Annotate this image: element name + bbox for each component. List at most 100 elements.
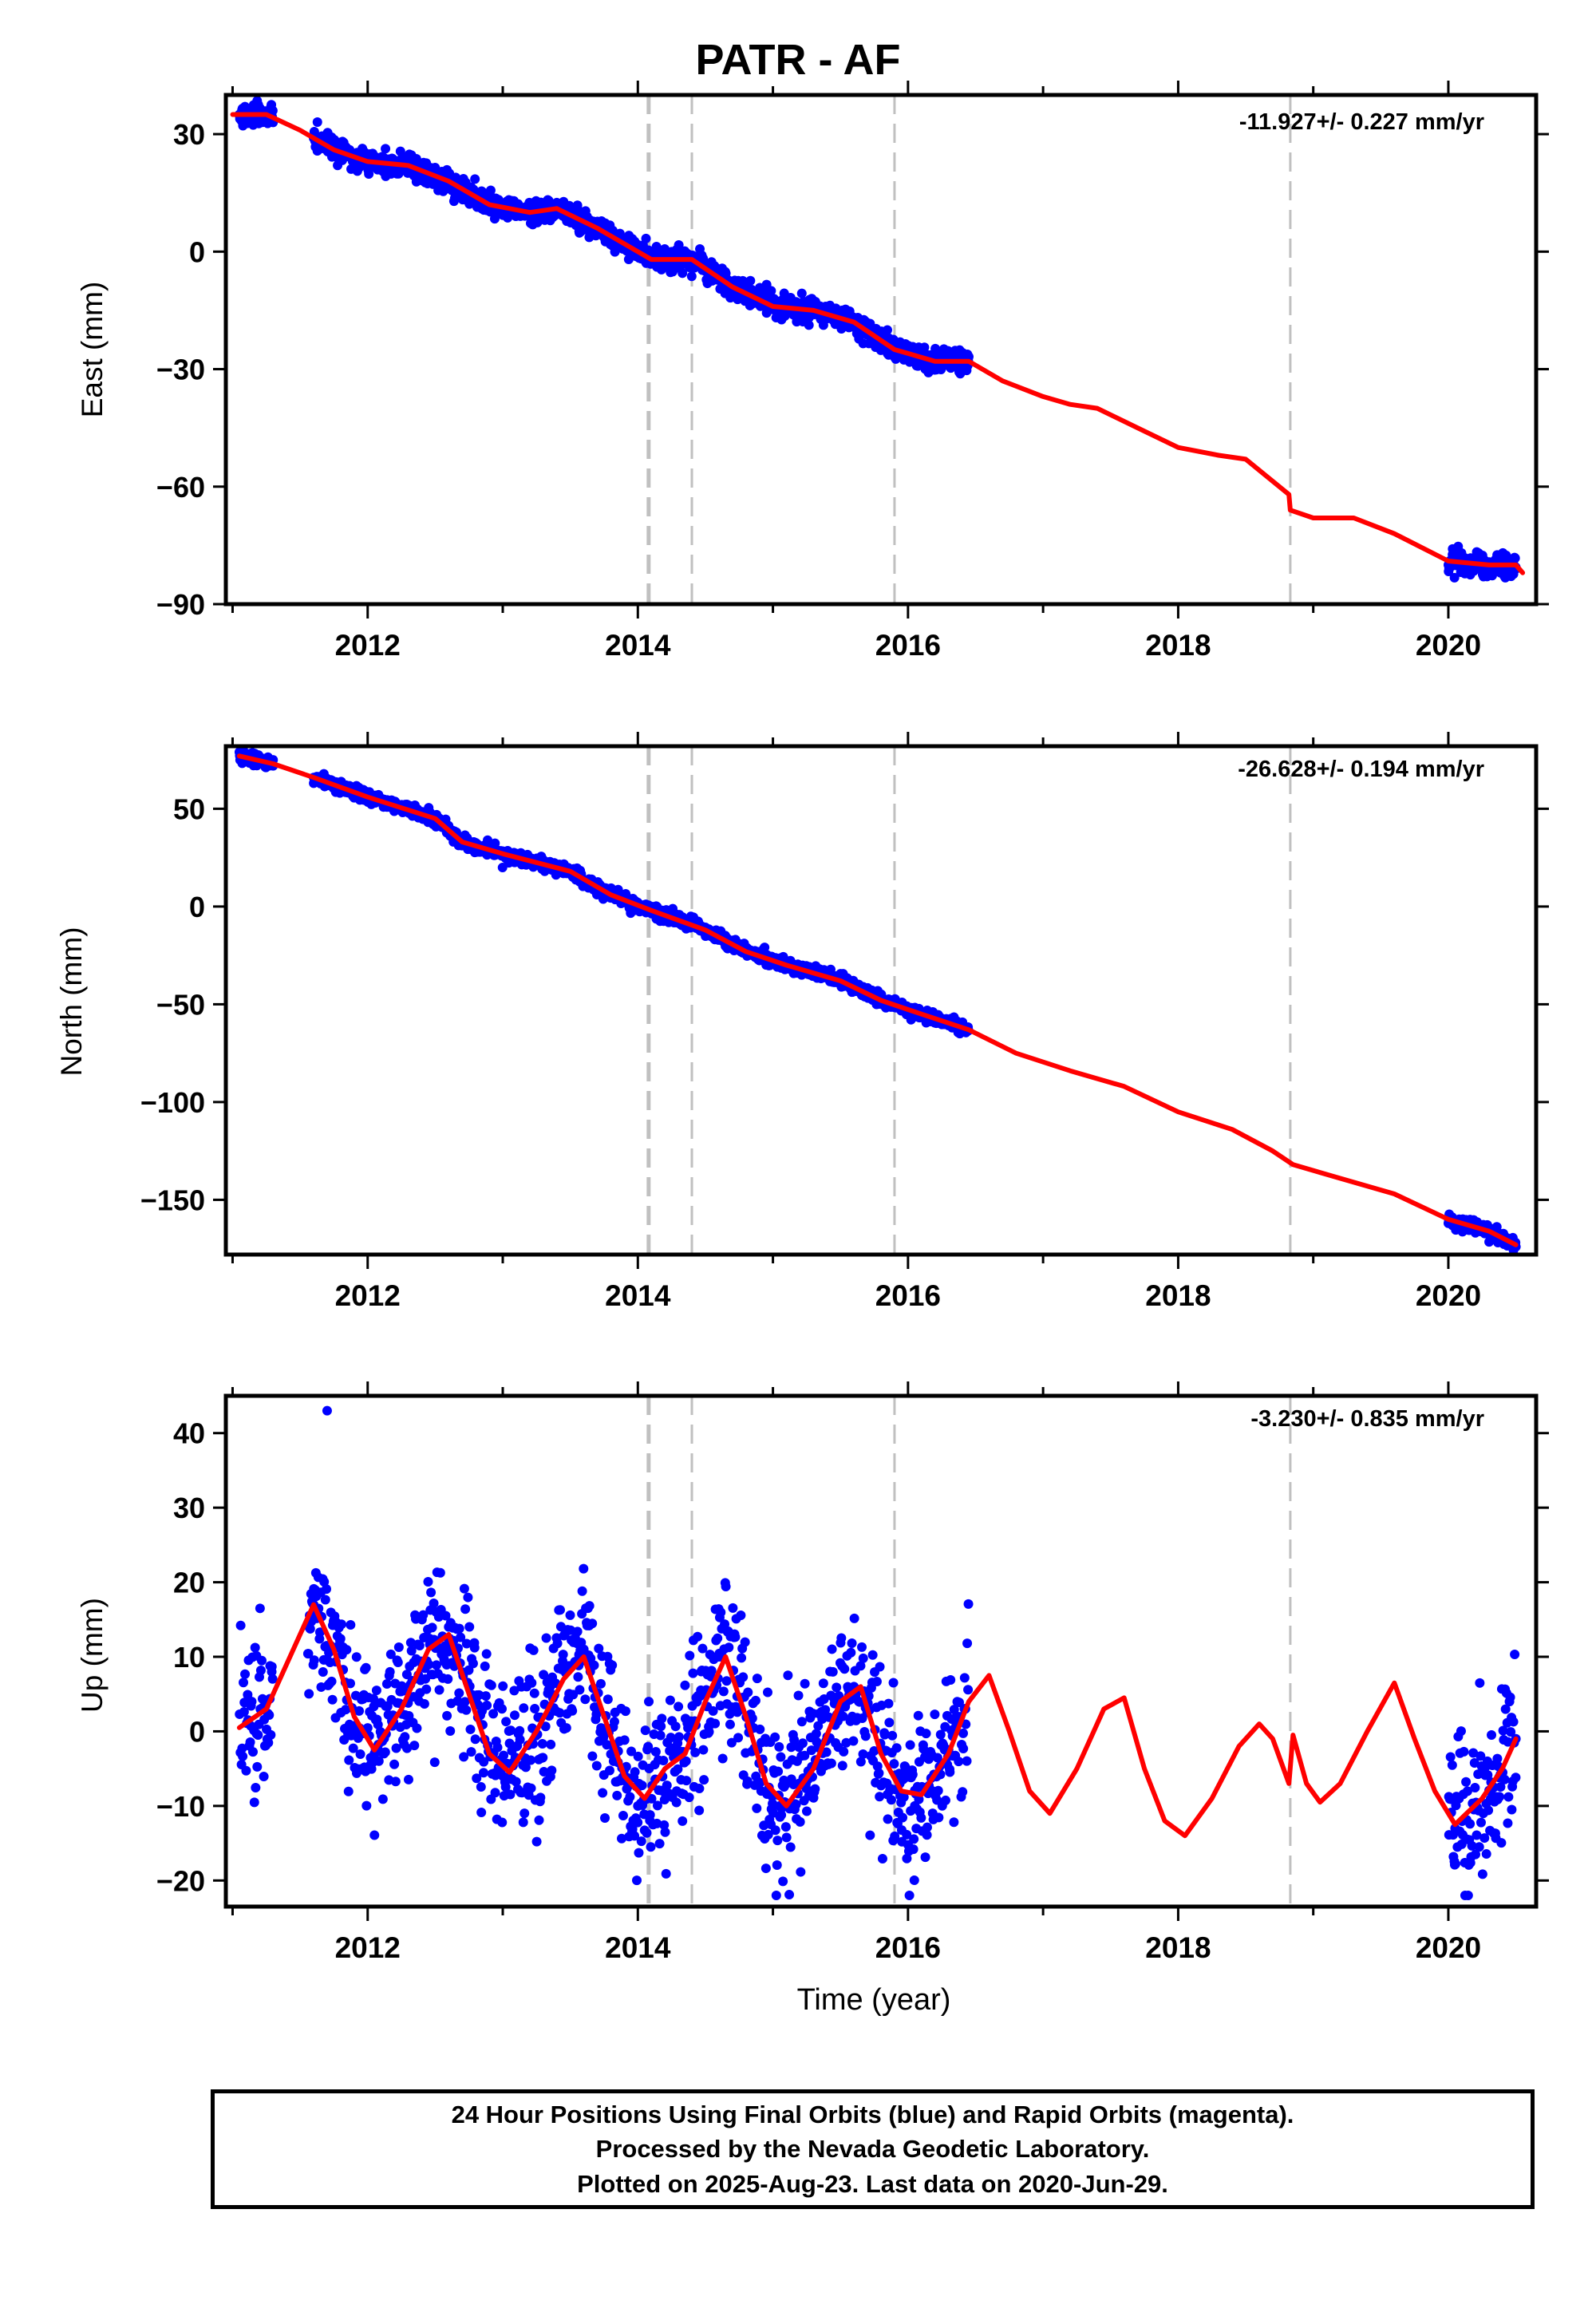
observation-point <box>1449 572 1460 583</box>
observation-point <box>1459 1746 1469 1757</box>
observation-point <box>434 1685 444 1695</box>
observation-point <box>886 1795 896 1805</box>
observation-point <box>716 1607 726 1618</box>
observation-point <box>459 1583 469 1594</box>
observation-point <box>752 1674 762 1684</box>
y-tick-label: −20 <box>156 1864 205 1897</box>
observation-point <box>800 1750 810 1761</box>
observation-point <box>793 1690 804 1701</box>
observation-point <box>841 1737 851 1748</box>
observation-point <box>600 1812 610 1823</box>
observation-point <box>642 1828 652 1838</box>
observation-point <box>464 1622 475 1632</box>
observation-point <box>625 1792 635 1802</box>
observation-point <box>801 1784 812 1794</box>
observation-point <box>883 1698 894 1709</box>
observation-point <box>1508 1717 1519 1727</box>
observation-point <box>579 1563 589 1574</box>
observation-point <box>519 1703 529 1713</box>
observation-point <box>907 1769 918 1780</box>
observation-point <box>461 1638 472 1649</box>
observation-point <box>264 1709 275 1720</box>
observation-point <box>636 1836 646 1847</box>
plot-frame <box>223 1393 1539 1909</box>
observation-point <box>954 1697 964 1708</box>
observation-point <box>602 1694 613 1705</box>
observation-point <box>239 1678 249 1688</box>
observation-point <box>1505 1692 1515 1702</box>
observation-point <box>646 1793 657 1804</box>
observation-point <box>774 1741 784 1752</box>
observation-point <box>1456 1726 1466 1737</box>
observation-point <box>791 1800 801 1810</box>
observation-point <box>1472 1830 1482 1840</box>
observation-point <box>1495 1792 1505 1802</box>
observation-point <box>645 1810 655 1820</box>
observation-point <box>572 1626 583 1637</box>
observation-point <box>247 1747 258 1757</box>
observation-point <box>795 1816 805 1827</box>
observation-point <box>612 1790 622 1800</box>
observation-point <box>616 1833 626 1844</box>
observation-point <box>263 1737 274 1748</box>
observation-point <box>641 233 651 243</box>
observation-point <box>1495 1782 1506 1792</box>
observation-point <box>958 1743 969 1753</box>
observation-point <box>355 1749 365 1760</box>
observation-point <box>607 1660 618 1670</box>
observation-point <box>309 1655 319 1666</box>
observation-point <box>414 1641 425 1651</box>
observation-point <box>898 1812 908 1823</box>
observation-point <box>770 1732 780 1742</box>
observation-point <box>796 1867 806 1877</box>
observation-point <box>826 1758 836 1769</box>
observation-point <box>811 1729 821 1739</box>
observation-point <box>899 1792 909 1802</box>
observation-point <box>909 1834 919 1844</box>
observation-point <box>660 1827 670 1837</box>
model-fit-line <box>230 112 1526 575</box>
observation-point <box>730 1632 741 1642</box>
observation-point <box>253 1730 263 1741</box>
observation-point <box>755 1724 765 1734</box>
observation-point <box>904 1890 915 1900</box>
x-tick-label: 2016 <box>875 1931 941 1964</box>
observation-point <box>591 1761 602 1771</box>
observation-point <box>773 1766 784 1777</box>
observation-point <box>733 1733 744 1743</box>
observation-point <box>772 1836 783 1846</box>
observation-point <box>888 1678 899 1688</box>
observation-point <box>1503 1818 1513 1828</box>
observation-point <box>848 1736 859 1746</box>
observation-point <box>869 1746 879 1757</box>
observation-point <box>846 1647 856 1658</box>
observation-point <box>865 1830 875 1840</box>
observation-point <box>875 1662 885 1672</box>
observation-point <box>481 1649 492 1659</box>
observation-point <box>813 1721 824 1731</box>
observation-point <box>534 1815 544 1825</box>
observation-point <box>393 1642 404 1653</box>
observation-point <box>530 1704 540 1714</box>
observation-point <box>721 1676 732 1686</box>
observation-point <box>1503 1792 1514 1802</box>
observation-point <box>393 1658 403 1668</box>
observation-point <box>933 1785 943 1796</box>
observation-point <box>1507 1804 1517 1815</box>
observation-point <box>267 1662 277 1672</box>
observation-point <box>343 1786 354 1796</box>
observation-point <box>1477 1869 1487 1879</box>
observation-point <box>463 1592 473 1603</box>
observation-point <box>531 1836 542 1847</box>
observation-point <box>486 1680 496 1690</box>
observation-point <box>657 1713 667 1724</box>
observation-point <box>686 271 697 282</box>
observation-point <box>946 1675 956 1686</box>
observation-point <box>855 1757 866 1767</box>
observation-point <box>654 1839 665 1849</box>
observation-point <box>547 1765 557 1776</box>
y-tick-label: 40 <box>173 1417 205 1450</box>
observation-point <box>743 1687 753 1697</box>
observation-point <box>1465 1819 1476 1829</box>
observation-point <box>1492 1753 1503 1764</box>
